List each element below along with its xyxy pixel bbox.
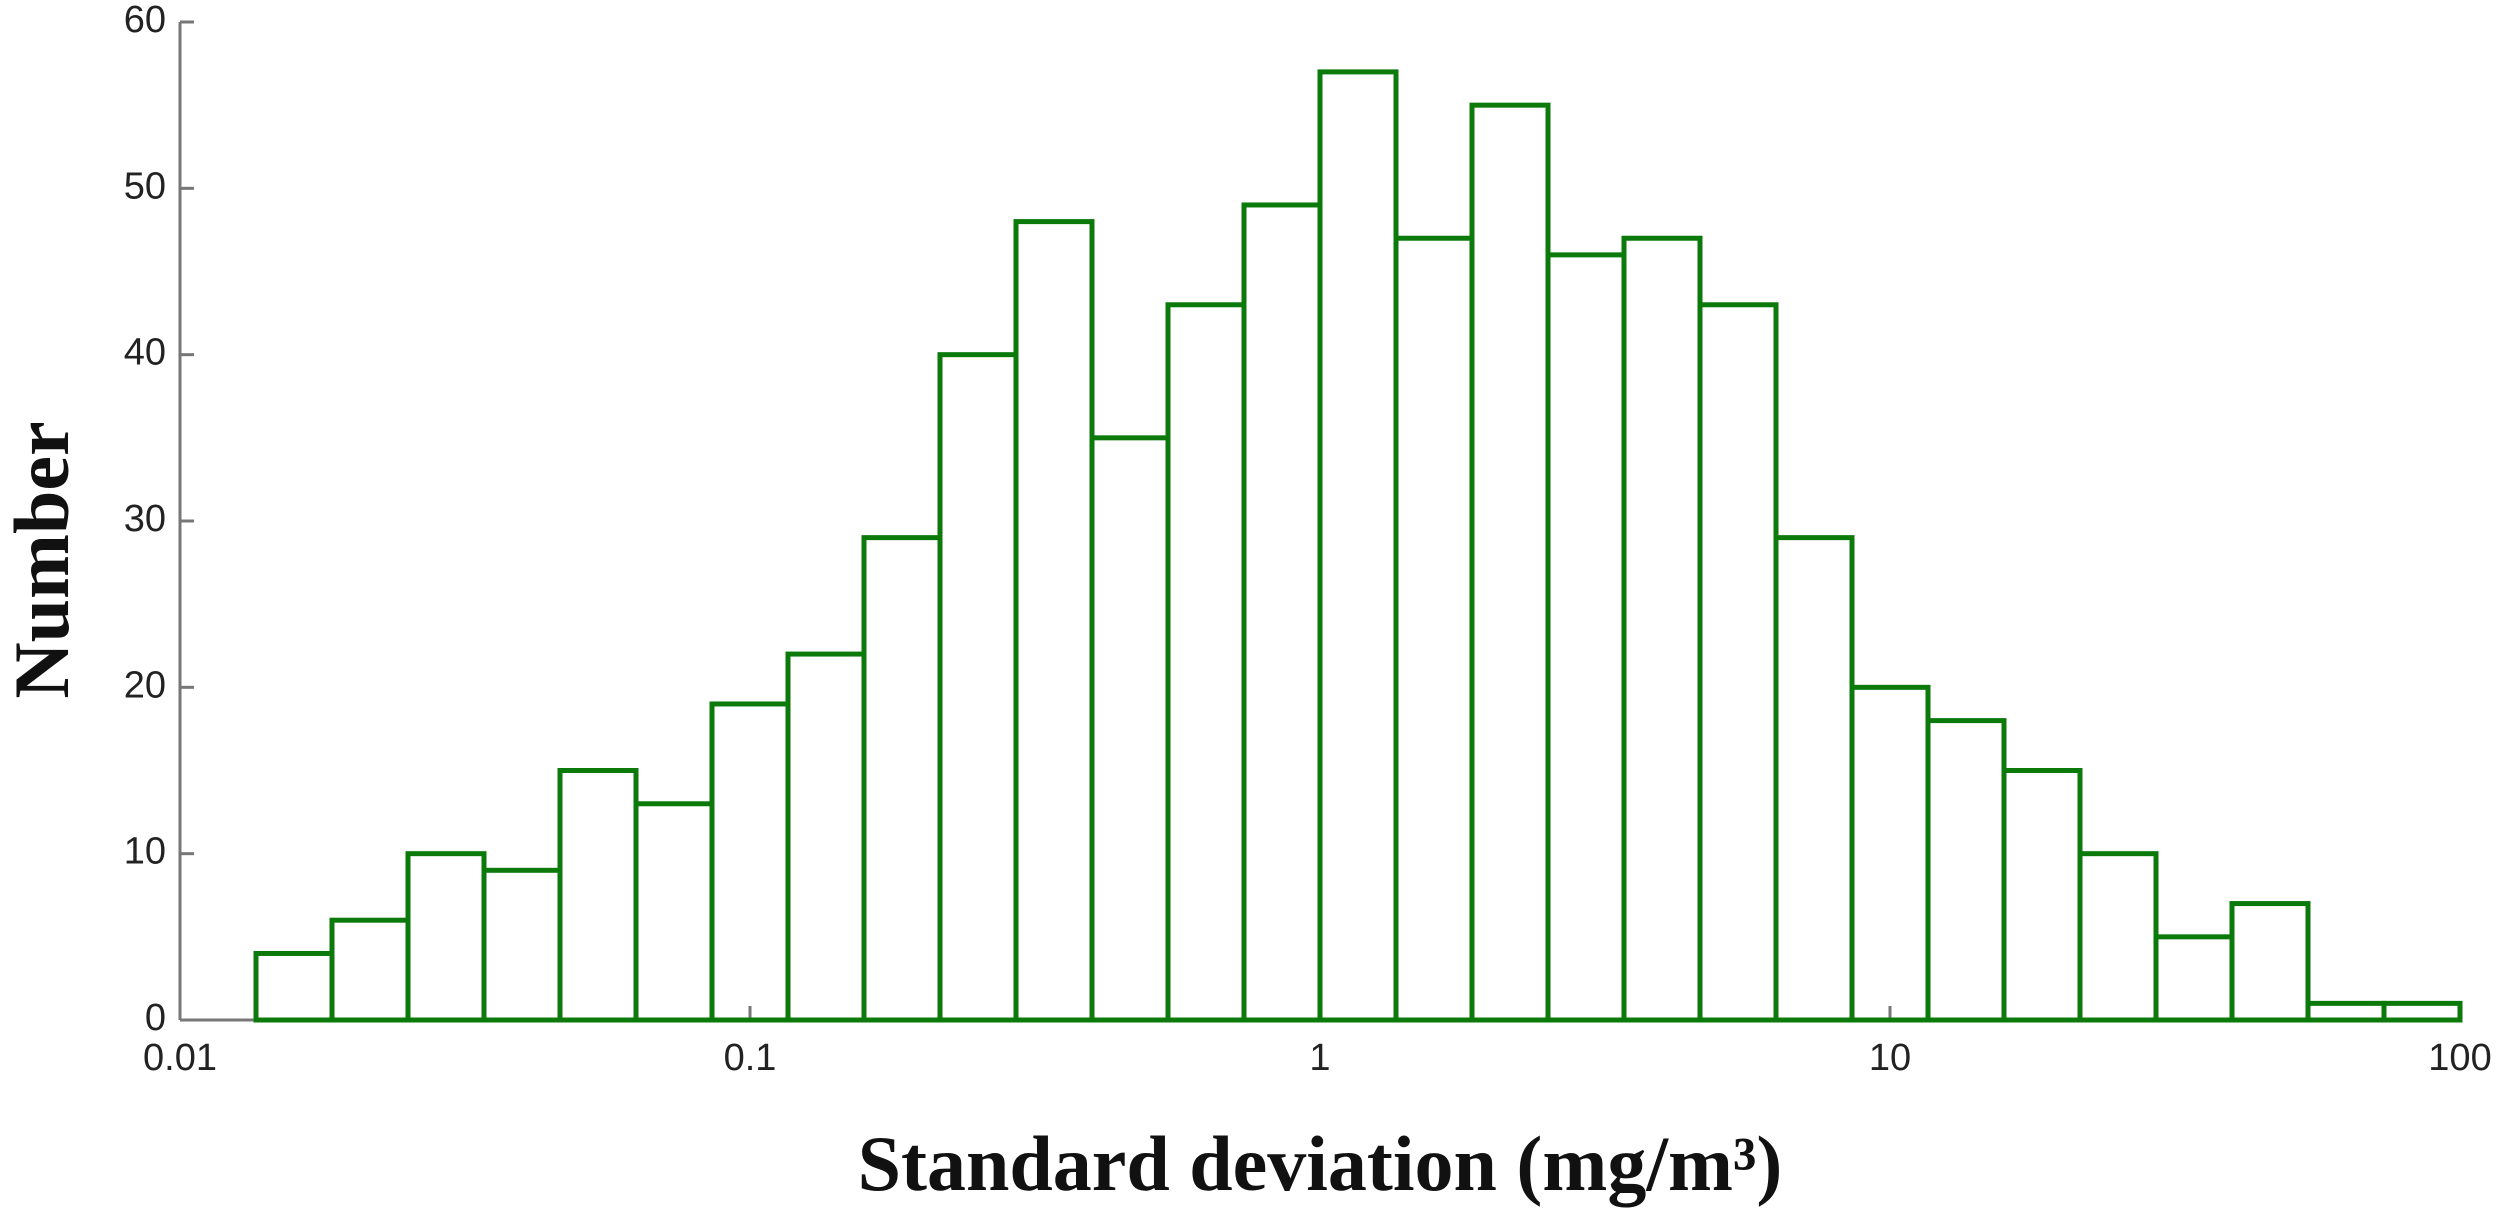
bar [1545,252,1627,1023]
y-tick-label: 30 [124,498,166,540]
bar [1393,235,1475,1023]
bar [1241,202,1323,1023]
bar [709,701,791,1023]
x-axis-label: Standard deviation (mg/m³) [858,1120,1783,1207]
y-tick-label: 40 [124,332,166,374]
x-tick-label: 0.01 [143,1037,217,1079]
bar [481,867,563,1023]
y-tick-label: 0 [145,997,166,1039]
x-tick-label: 0.1 [724,1037,777,1079]
bar [1773,535,1855,1023]
bar [2153,934,2235,1023]
bar [2229,901,2311,1023]
y-tick-label: 20 [124,664,166,706]
bar [557,768,639,1023]
bar [405,851,487,1023]
bar [2001,768,2083,1023]
y-tick-label: 50 [124,165,166,207]
bar [1089,435,1171,1023]
bar [2077,851,2159,1023]
y-tick-label: 60 [124,0,166,41]
bar [1317,69,1399,1023]
bar [1469,102,1551,1023]
bar [1849,684,1931,1023]
bar [329,917,411,1023]
bar [861,535,943,1023]
y-axis-label: Number [0,421,85,698]
bar [1621,235,1703,1023]
bar [633,801,715,1023]
bar [1013,219,1095,1023]
x-tick-label: 100 [2428,1037,2491,1079]
y-tick-label: 10 [124,831,166,873]
bar [937,352,1019,1023]
bar [1925,718,2007,1023]
bar [785,651,867,1023]
bar [1165,302,1247,1023]
x-tick-label: 10 [1869,1037,1911,1079]
bar [1697,302,1779,1023]
x-tick-label: 1 [1309,1037,1330,1079]
bar [253,950,335,1023]
bar [2381,1000,2463,1023]
bar [2305,1000,2387,1023]
